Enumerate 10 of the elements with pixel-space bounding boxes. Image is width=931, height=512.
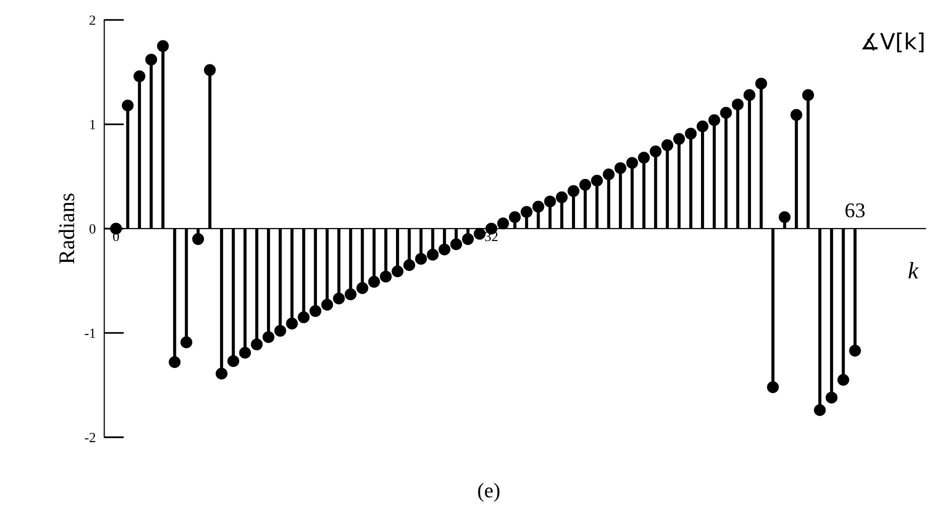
y-tick-label: -1 (84, 328, 96, 338)
y-tick-label: 0 (90, 224, 96, 234)
x-axis-title: k (908, 262, 919, 278)
y-tick-label: 1 (90, 120, 96, 130)
annotation: 63 (846, 203, 865, 218)
y-axis-title: Radians (58, 194, 74, 264)
annotation: ∡V[k] (862, 32, 924, 52)
y-tick-label: 2 (90, 16, 96, 25)
y-tick-label: -2 (84, 432, 96, 442)
text: (e) (478, 482, 500, 502)
